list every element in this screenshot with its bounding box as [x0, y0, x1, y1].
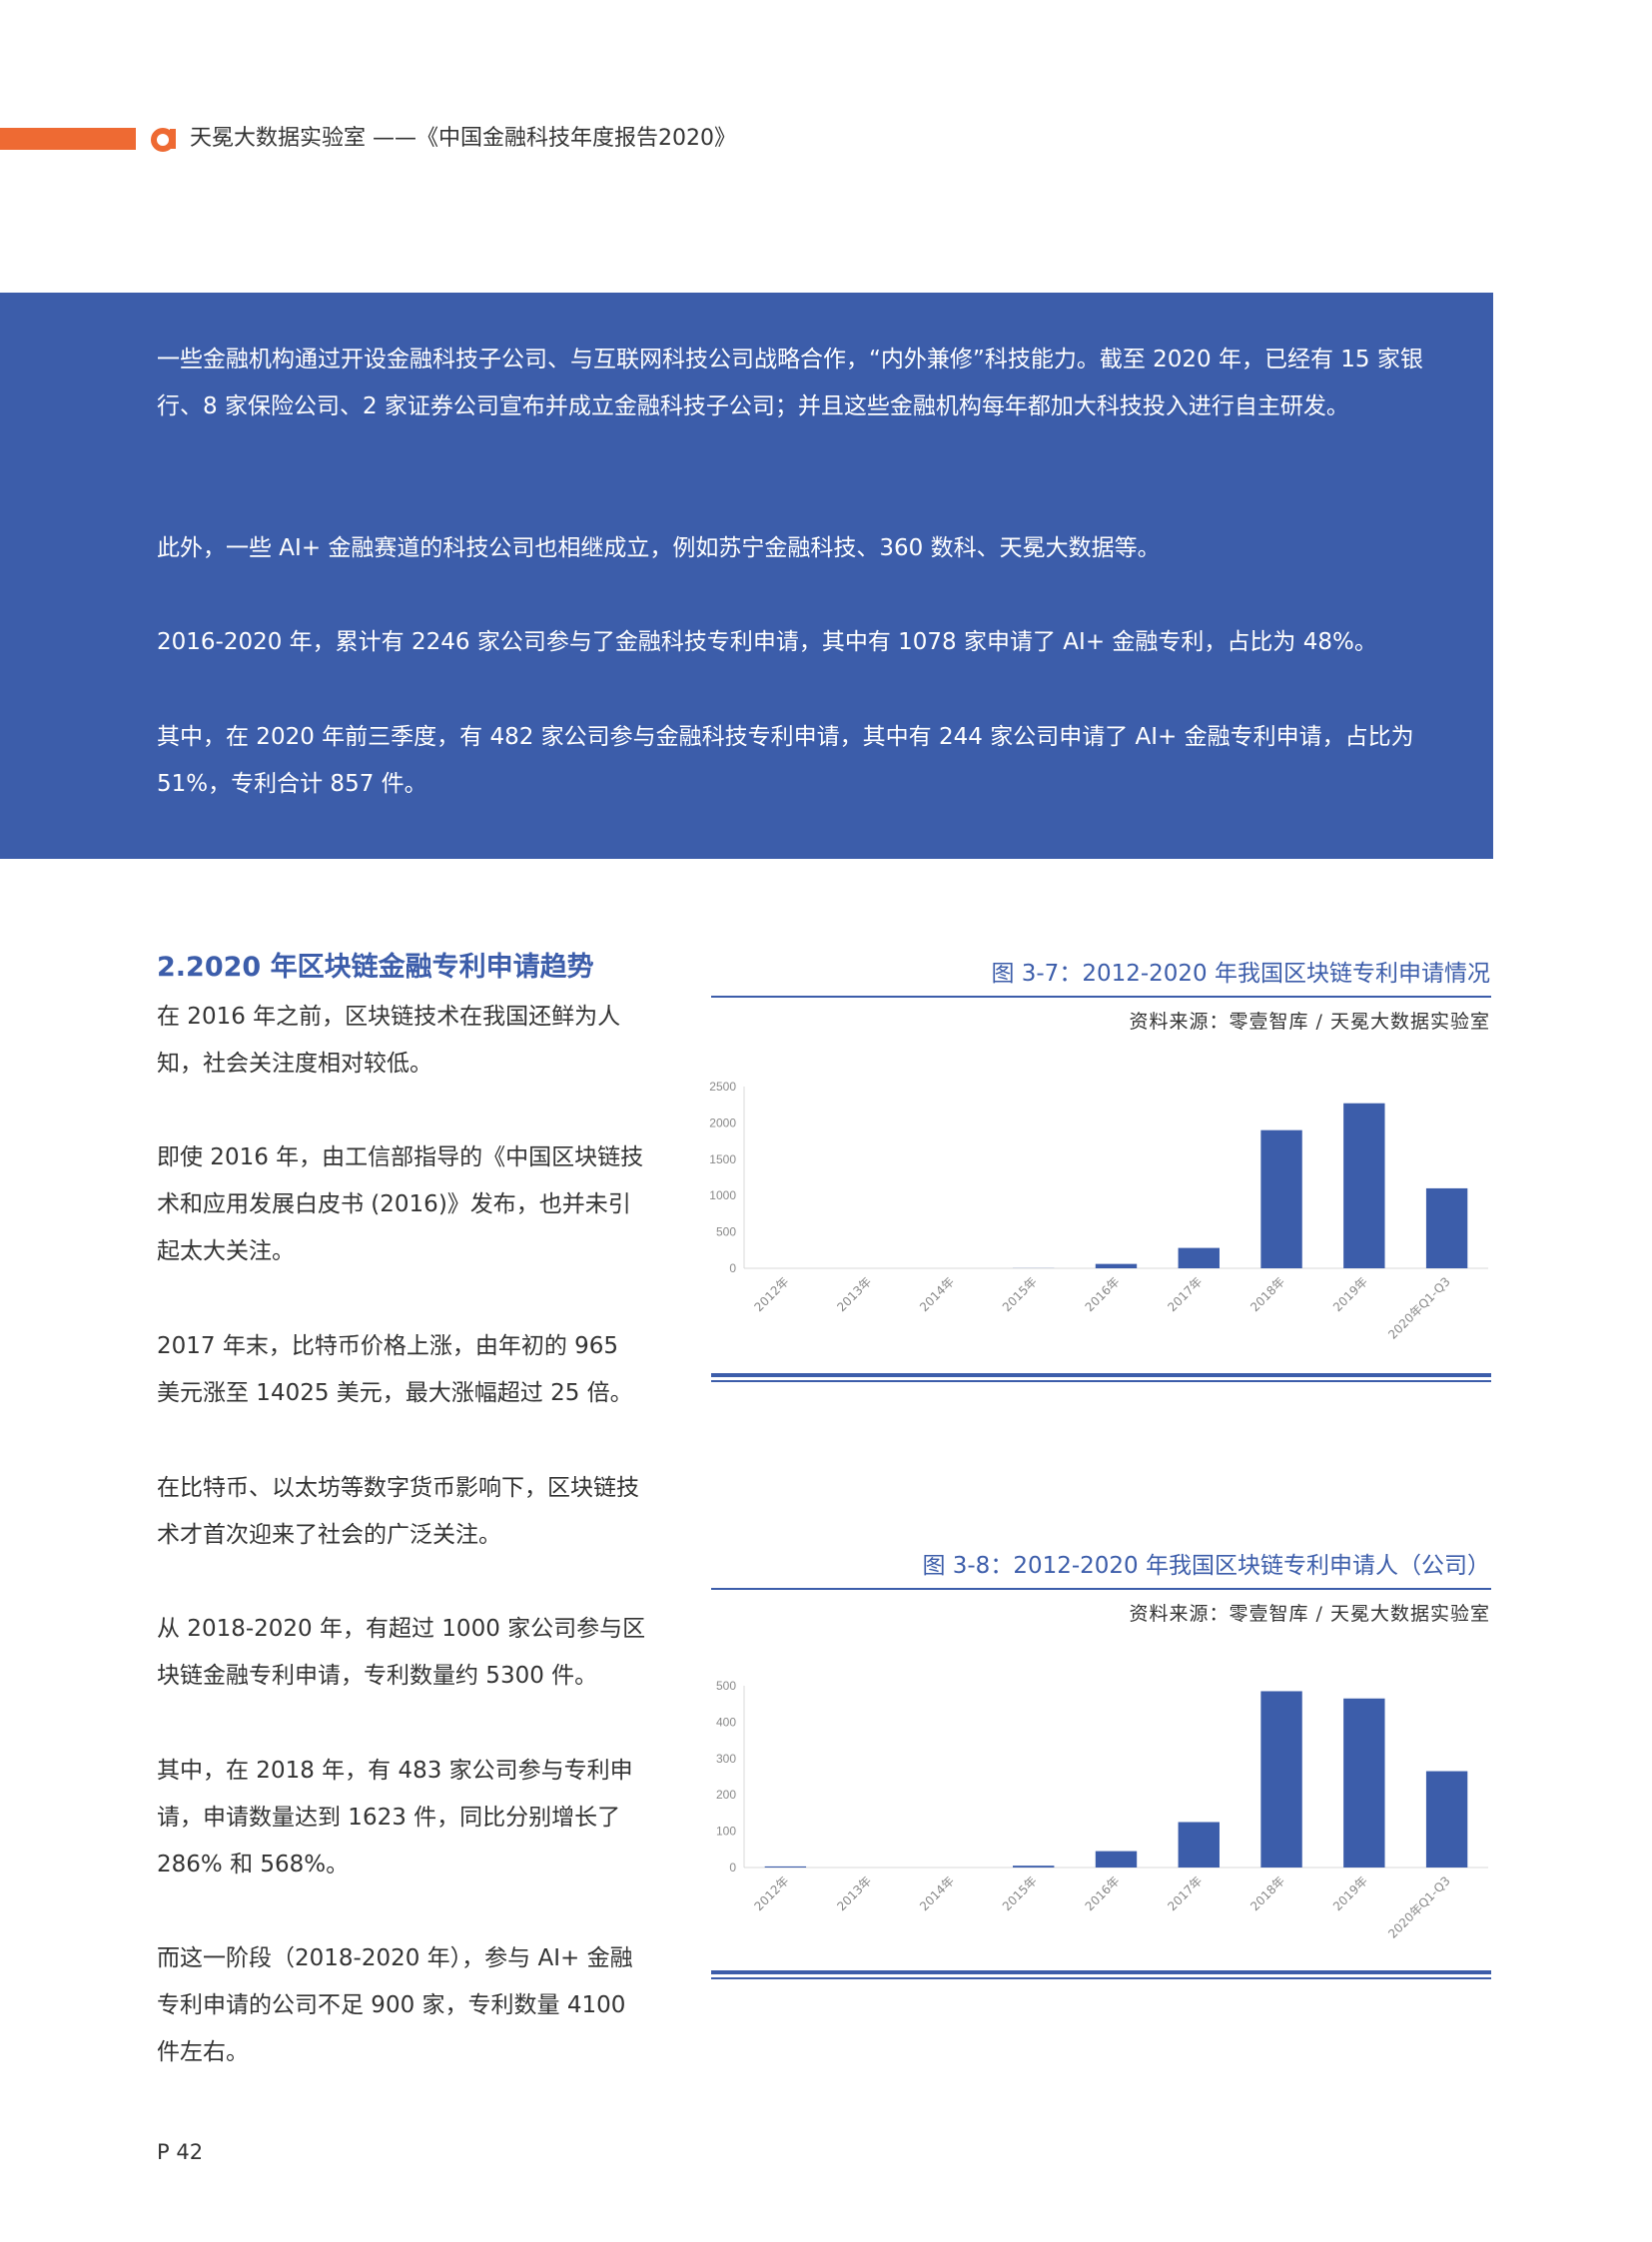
figure-2-source: 资料来源：零壹智库 / 天冕大数据实验室: [1129, 1603, 1490, 1625]
x-tick-label: 2012年: [752, 1873, 792, 1913]
x-tick-label: 2016年: [1083, 1274, 1123, 1314]
figure-1-title: 图 3-7：2012-2020 年我国区块链专利申请情况: [991, 961, 1490, 987]
y-tick-label: 0: [729, 1861, 736, 1874]
intro-paragraph-1: 一些金融机构通过开设金融科技子公司、与互联网科技公司战略合作，“内外兼修”科技能…: [157, 347, 1423, 419]
x-tick-label: 2015年: [1000, 1873, 1040, 1913]
x-tick-label: 2014年: [917, 1274, 957, 1314]
bar: [1013, 1866, 1055, 1868]
intro-paragraph-2: 此外，一些 AI+ 金融赛道的科技公司也相继成立，例如苏宁金融科技、360 数科…: [157, 535, 1161, 561]
x-tick-label: 2019年: [1330, 1274, 1370, 1314]
section-title: 2.2020 年区块链金融专利申请趋势: [157, 952, 594, 983]
bar: [1095, 1263, 1138, 1268]
figure-1-bottom-rule: [711, 1373, 1491, 1382]
y-tick-label: 500: [716, 1679, 736, 1693]
x-tick-label: 2018年: [1247, 1873, 1287, 1913]
x-tick-label: 2013年: [834, 1873, 874, 1913]
body-paragraph: 在 2016 年之前，区块链技术在我国还鲜为人知，社会关注度相对较低。: [157, 1004, 621, 1077]
x-tick-label: 2020年Q1-Q3: [1385, 1873, 1453, 1941]
body-paragraph: 而这一阶段（2018-2020 年），参与 AI+ 金融专利申请的公司不足 90…: [157, 1945, 633, 2065]
bar: [1425, 1187, 1468, 1268]
figure-2-bar-chart: 0 100 200 300 400 500 2012年 2013年 2014年 2015年 2016…: [716, 1679, 1488, 1941]
bar: [1425, 1771, 1468, 1868]
figure-1-bar-chart: 0 500 1000 1500 2000 2500 2012年 2013年 2014年 2015年…: [709, 1080, 1488, 1342]
figure-1-source: 资料来源：零壹智库 / 天冕大数据实验室: [1129, 1011, 1490, 1033]
y-tick-label: 2500: [709, 1080, 736, 1094]
body-paragraph: 即使 2016 年，由工信部指导的《中国区块链技术和应用发展白皮书 (2016)…: [157, 1144, 644, 1264]
figure-1-rule: [711, 996, 1491, 998]
intro-paragraph-4: 其中，在 2020 年前三季度，有 482 家公司参与金融科技专利申请，其中有 …: [157, 724, 1414, 797]
y-tick-label: 300: [716, 1752, 736, 1766]
x-tick-label: 2015年: [1000, 1274, 1040, 1314]
y-tick-label: 100: [716, 1825, 736, 1839]
figure-2-rule: [711, 1588, 1491, 1590]
x-tick-label: 2020年Q1-Q3: [1385, 1274, 1453, 1342]
y-tick-label: 1500: [709, 1152, 736, 1166]
bar: [1343, 1103, 1385, 1268]
figure-2-title: 图 3-8：2012-2020 年我国区块链专利申请人（公司）: [922, 1553, 1490, 1579]
y-tick-label: 1000: [709, 1188, 736, 1202]
x-tick-label: 2013年: [834, 1274, 874, 1314]
figure-2-bottom-rule: [711, 1970, 1491, 1979]
brand-logo-icon: [151, 128, 176, 152]
bar: [1178, 1247, 1220, 1268]
body-paragraph: 2017 年末，比特币价格上涨，由年初的 965 美元涨至 14025 美元，最…: [157, 1333, 633, 1406]
bar: [1343, 1698, 1385, 1868]
x-tick-label: 2016年: [1083, 1873, 1123, 1913]
body-paragraph: 从 2018-2020 年，有超过 1000 家公司参与区块链金融专利申请，专利…: [157, 1616, 646, 1689]
x-tick-label: 2014年: [917, 1873, 957, 1913]
body-paragraph: 在比特币、以太坊等数字货币影响下，区块链技术才首次迎来了社会的广泛关注。: [157, 1475, 639, 1548]
y-tick-label: 200: [716, 1788, 736, 1802]
y-tick-label: 500: [716, 1225, 736, 1239]
intro-paragraph-3: 2016-2020 年，累计有 2246 家公司参与了金融科技专利申请，其中有 …: [157, 629, 1377, 655]
body-paragraph: 其中，在 2018 年，有 483 家公司参与专利申请，申请数量达到 1623 …: [157, 1758, 633, 1877]
bar: [1095, 1851, 1138, 1868]
x-tick-label: 2012年: [752, 1274, 792, 1314]
y-tick-label: 400: [716, 1715, 736, 1729]
bar: [1178, 1822, 1220, 1868]
x-tick-label: 2017年: [1165, 1873, 1205, 1913]
x-tick-label: 2017年: [1165, 1274, 1205, 1314]
bar: [764, 1866, 807, 1868]
header-accent-bar: [0, 128, 136, 150]
x-tick-label: 2018年: [1247, 1274, 1287, 1314]
intro-panel: 一些金融机构通过开设金融科技子公司、与互联网科技公司战略合作，“内外兼修”科技能…: [0, 293, 1493, 859]
x-tick-label: 2019年: [1330, 1873, 1370, 1913]
y-tick-label: 2000: [709, 1116, 736, 1129]
bar: [1260, 1129, 1302, 1268]
page-number: P 42: [157, 2140, 204, 2164]
header-title: 天冕大数据实验室 ——《中国金融科技年度报告2020》: [190, 126, 736, 151]
bar: [1260, 1691, 1302, 1868]
y-tick-label: 0: [729, 1261, 736, 1275]
